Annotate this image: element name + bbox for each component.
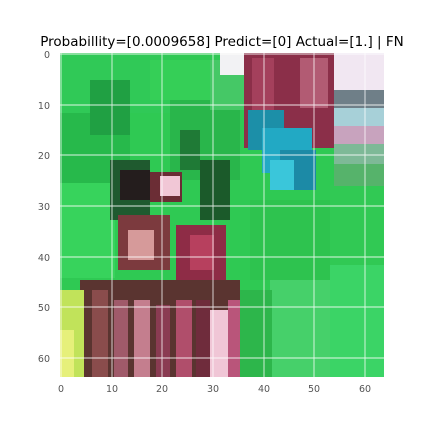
x-axis: 0 10 20 30 40 50 60	[58, 384, 371, 395]
x-tick-label: 10	[106, 384, 118, 395]
gridlines	[60, 53, 384, 377]
x-tick-label: 60	[359, 384, 371, 395]
x-tick-label: 40	[258, 384, 270, 395]
y-tick-label: 30	[38, 202, 50, 213]
x-tick-label: 0	[58, 384, 64, 395]
plot-title: Probabillity=[0.0009658] Predict=[0] Act…	[40, 34, 404, 50]
y-axis: 0 10 20 30 40 50 60	[38, 50, 50, 365]
y-tick-label: 50	[38, 303, 50, 314]
x-tick-label: 20	[156, 384, 168, 395]
y-tick-label: 0	[44, 50, 50, 61]
y-tick-label: 20	[38, 151, 50, 162]
y-tick-label: 60	[38, 354, 50, 365]
x-tick-label: 50	[308, 384, 320, 395]
image-axes: 0 10 20 30 40 50 60 0 10 20 30 40 50 60	[38, 50, 384, 395]
y-tick-label: 10	[38, 101, 50, 112]
pixelated-photo	[60, 53, 384, 377]
y-tick-label: 40	[38, 253, 50, 264]
x-tick-label: 30	[207, 384, 219, 395]
